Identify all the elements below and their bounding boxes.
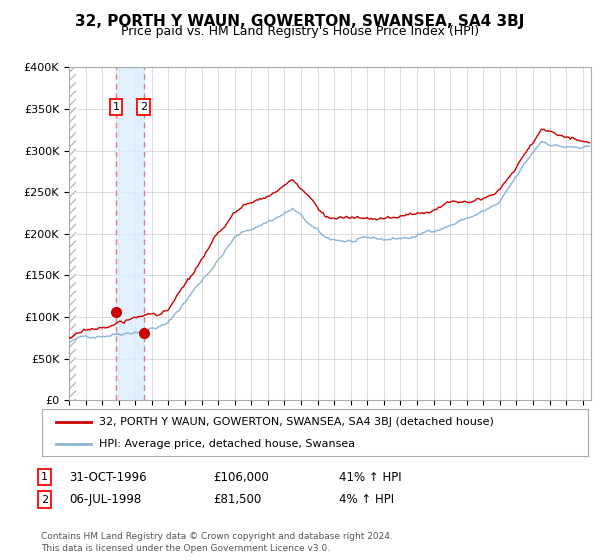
Text: £106,000: £106,000	[213, 470, 269, 484]
Text: 4% ↑ HPI: 4% ↑ HPI	[339, 493, 394, 506]
Text: 1: 1	[112, 102, 119, 112]
Text: HPI: Average price, detached house, Swansea: HPI: Average price, detached house, Swan…	[100, 438, 355, 449]
Text: £81,500: £81,500	[213, 493, 261, 506]
Text: 41% ↑ HPI: 41% ↑ HPI	[339, 470, 401, 484]
Text: 06-JUL-1998: 06-JUL-1998	[69, 493, 141, 506]
Text: 31-OCT-1996: 31-OCT-1996	[69, 470, 146, 484]
Text: 2: 2	[41, 494, 48, 505]
Text: 32, PORTH Y WAUN, GOWERTON, SWANSEA, SA4 3BJ: 32, PORTH Y WAUN, GOWERTON, SWANSEA, SA4…	[76, 14, 524, 29]
Text: 32, PORTH Y WAUN, GOWERTON, SWANSEA, SA4 3BJ (detached house): 32, PORTH Y WAUN, GOWERTON, SWANSEA, SA4…	[100, 417, 494, 427]
Text: Price paid vs. HM Land Registry's House Price Index (HPI): Price paid vs. HM Land Registry's House …	[121, 25, 479, 38]
Bar	[116, 67, 143, 400]
Text: Contains HM Land Registry data © Crown copyright and database right 2024.
This d: Contains HM Land Registry data © Crown c…	[41, 532, 392, 553]
Text: 1: 1	[41, 472, 48, 482]
Text: 2: 2	[140, 102, 147, 112]
